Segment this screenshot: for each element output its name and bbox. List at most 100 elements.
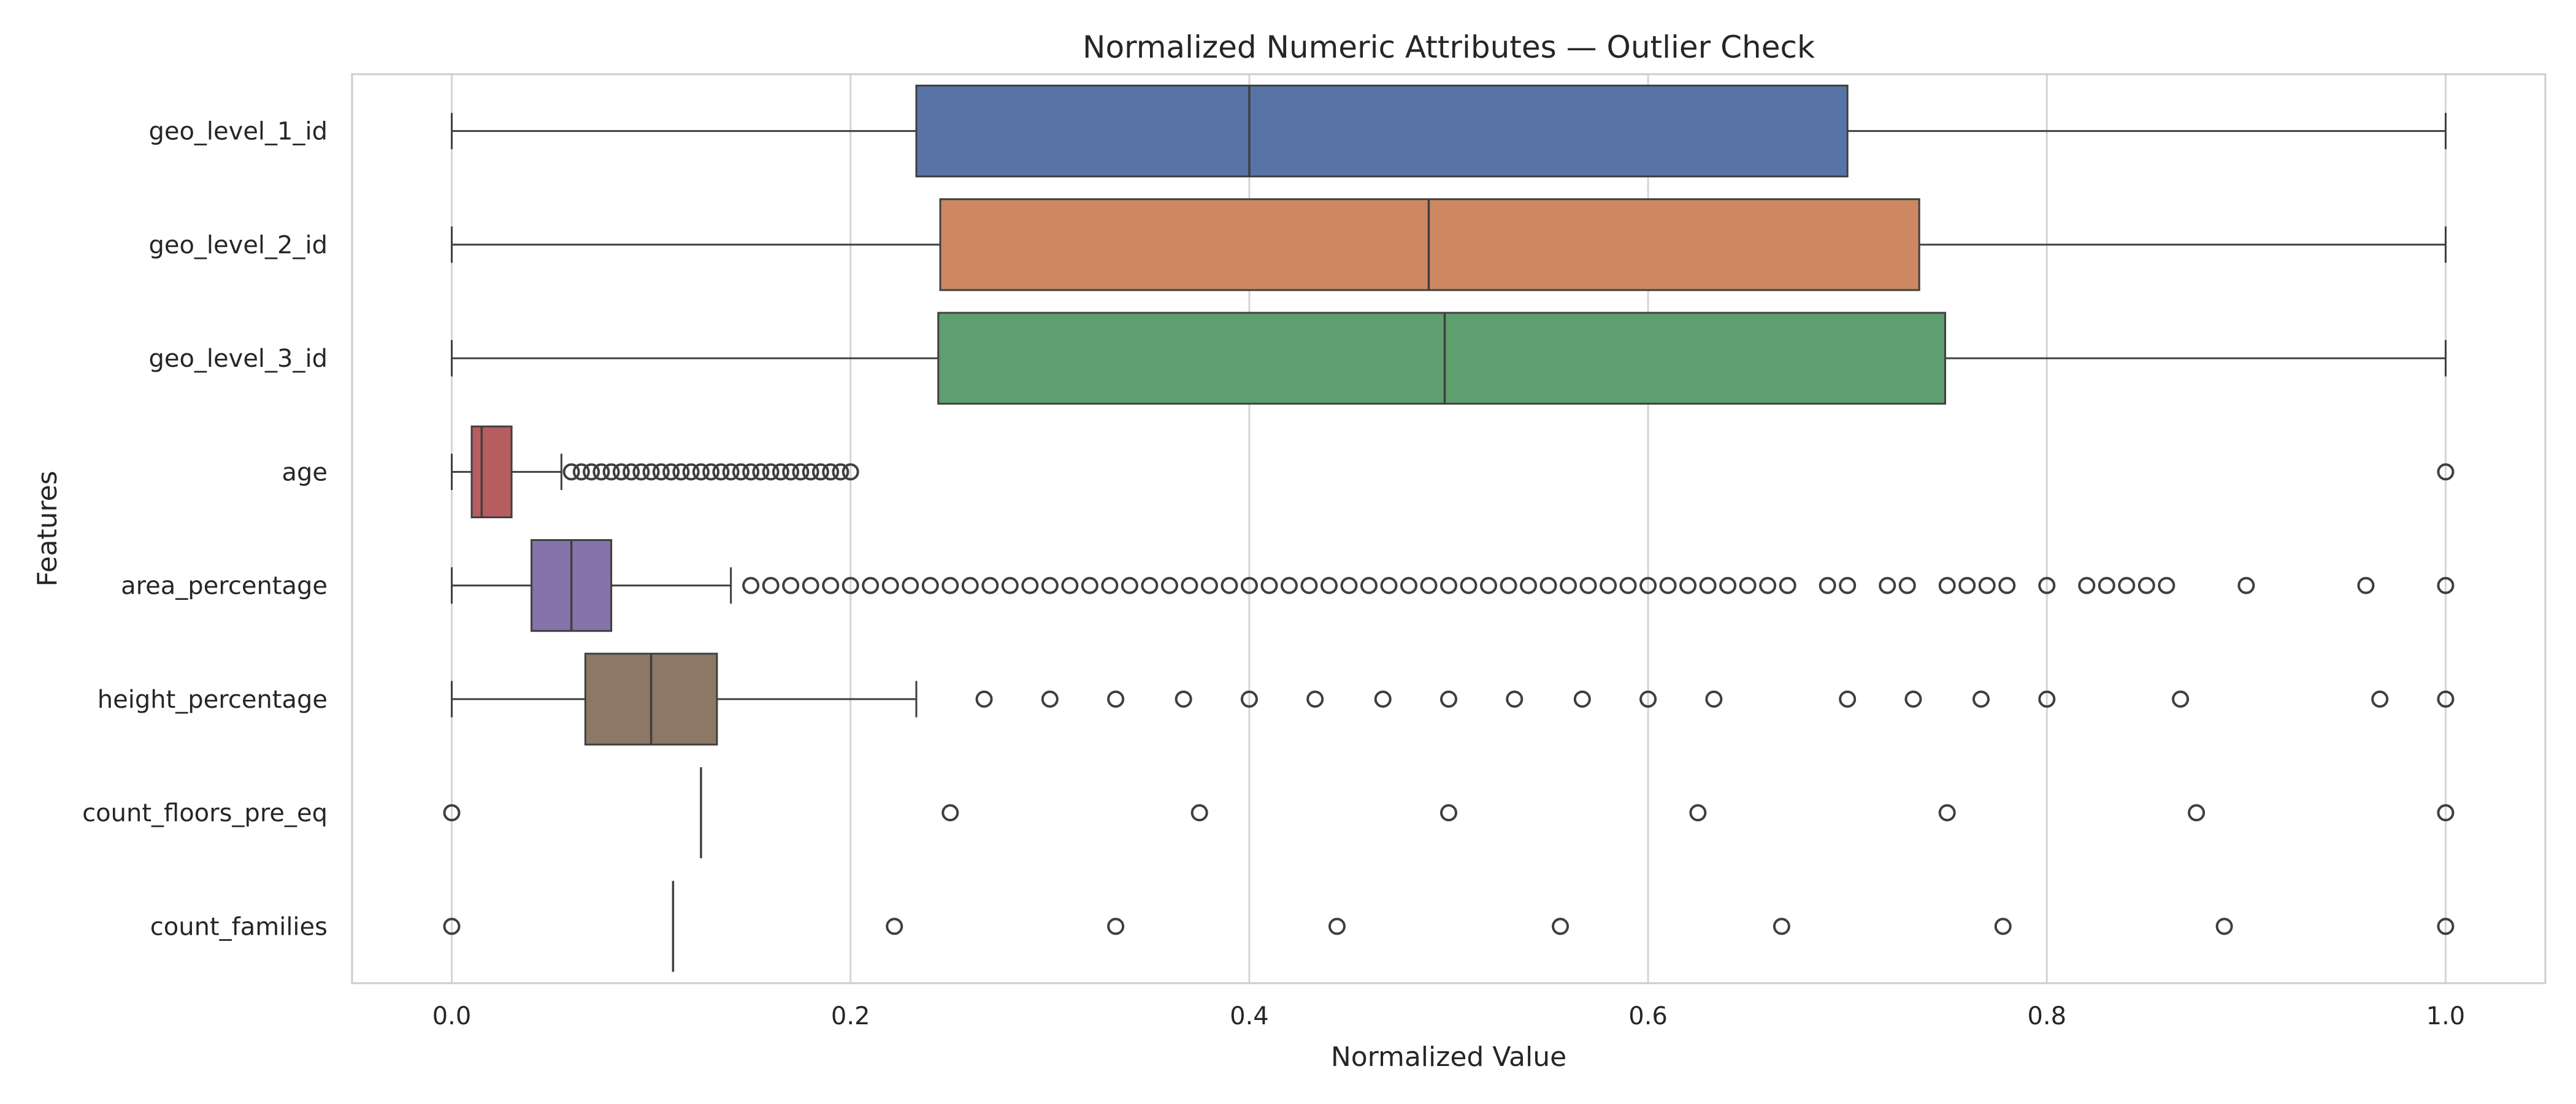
outlier-point xyxy=(941,577,959,594)
x-tick-label: 0.0 xyxy=(432,1002,472,1030)
outlier-point xyxy=(1773,918,1790,935)
outlier-point xyxy=(1978,577,1996,594)
outlier-point xyxy=(583,463,600,481)
outlier-point xyxy=(1879,577,1896,594)
outlier-point xyxy=(1041,690,1059,708)
outlier-point xyxy=(1506,690,1524,708)
outlier-point xyxy=(1260,577,1278,594)
outlier-point xyxy=(1689,804,1707,822)
outlier-point xyxy=(2078,577,2096,594)
plot-area xyxy=(443,85,2455,972)
outlier-point xyxy=(822,577,840,594)
outlier-point xyxy=(642,463,660,481)
outlier-point xyxy=(1739,577,1757,594)
outlier-point xyxy=(443,804,461,822)
y-tick-label: geo_level_3_id xyxy=(148,345,328,373)
outlier-point xyxy=(1600,577,1617,594)
outlier-point xyxy=(1639,577,1657,594)
outlier-point xyxy=(841,463,859,481)
outlier-point xyxy=(612,463,630,481)
outlier-point xyxy=(1300,577,1318,594)
outlier-point xyxy=(1898,577,1916,594)
box-count-families xyxy=(443,881,2455,972)
outlier-point xyxy=(1181,577,1198,594)
outlier-point xyxy=(1579,577,1597,594)
outlier-point xyxy=(2188,804,2206,822)
outlier-point xyxy=(762,463,780,481)
outlier-point xyxy=(862,577,880,594)
x-tick-label: 0.6 xyxy=(1628,1002,1668,1030)
outlier-point xyxy=(652,463,670,481)
outlier-point xyxy=(886,918,903,935)
outlier-point xyxy=(1719,577,1737,594)
y-tick-label: age xyxy=(282,458,328,486)
iqr-box xyxy=(937,312,1946,405)
outlier-point xyxy=(1573,690,1591,708)
outlier-point xyxy=(762,577,780,594)
outlier-point xyxy=(1839,690,1857,708)
outlier-point xyxy=(1240,577,1258,594)
outlier-point xyxy=(1779,577,1796,594)
outlier-point xyxy=(782,577,800,594)
outlier-point xyxy=(702,463,720,481)
outlier-point xyxy=(662,463,680,481)
outlier-point xyxy=(752,463,770,481)
outlier-point xyxy=(1360,577,1378,594)
outlier-point xyxy=(1141,577,1159,594)
chart-title: Normalized Numeric Attributes — Outlier … xyxy=(1083,29,1815,65)
outlier-point xyxy=(692,463,710,481)
outlier-point xyxy=(841,577,859,594)
outlier-point xyxy=(802,577,819,594)
outlier-point xyxy=(2118,577,2136,594)
outlier-point xyxy=(1659,577,1677,594)
outlier-point xyxy=(792,463,810,481)
outlier-point xyxy=(1081,577,1098,594)
outlier-point xyxy=(2437,918,2455,935)
iqr-box xyxy=(915,85,1849,178)
outlier-point xyxy=(2437,577,2455,594)
outlier-point xyxy=(1705,690,1723,708)
iqr-box xyxy=(470,425,513,518)
outlier-point xyxy=(1699,577,1717,594)
outlier-point xyxy=(941,804,959,822)
outlier-point xyxy=(1107,918,1125,935)
y-tick-label: count_families xyxy=(150,913,328,941)
outlier-point xyxy=(1374,690,1392,708)
outlier-point xyxy=(2437,463,2455,481)
outlier-point xyxy=(1938,577,1956,594)
outlier-point xyxy=(1328,918,1346,935)
outlier-point xyxy=(2437,690,2455,708)
outlier-point xyxy=(961,577,979,594)
outlier-point xyxy=(1175,690,1192,708)
outlier-point xyxy=(1101,577,1119,594)
outlier-point xyxy=(2038,690,2056,708)
outlier-point xyxy=(2137,577,2155,594)
outlier-point xyxy=(592,463,610,481)
outlier-point xyxy=(1306,690,1324,708)
y-tick-label: height_percentage xyxy=(98,686,328,714)
box-geo-level-1-id xyxy=(451,85,2447,178)
outlier-point xyxy=(712,463,730,481)
outlier-point xyxy=(1041,577,1059,594)
outlier-point xyxy=(1021,577,1039,594)
outlier-point xyxy=(802,463,819,481)
outlier-point xyxy=(2357,577,2375,594)
outlier-point xyxy=(1994,918,2012,935)
outlier-point xyxy=(1619,577,1637,594)
outlier-point xyxy=(2437,804,2455,822)
outlier-point xyxy=(1420,577,1438,594)
outlier-point xyxy=(1001,577,1019,594)
outlier-point xyxy=(1539,577,1557,594)
box-geo-level-2-id xyxy=(451,198,2447,291)
outlier-point xyxy=(1280,577,1298,594)
y-axis-label: Features xyxy=(32,470,63,586)
outlier-point xyxy=(732,463,749,481)
outlier-point xyxy=(742,463,760,481)
outlier-point xyxy=(672,463,690,481)
outlier-point xyxy=(602,463,620,481)
outlier-point xyxy=(1160,577,1178,594)
outlier-point xyxy=(1460,577,1478,594)
outlier-point xyxy=(1560,577,1577,594)
